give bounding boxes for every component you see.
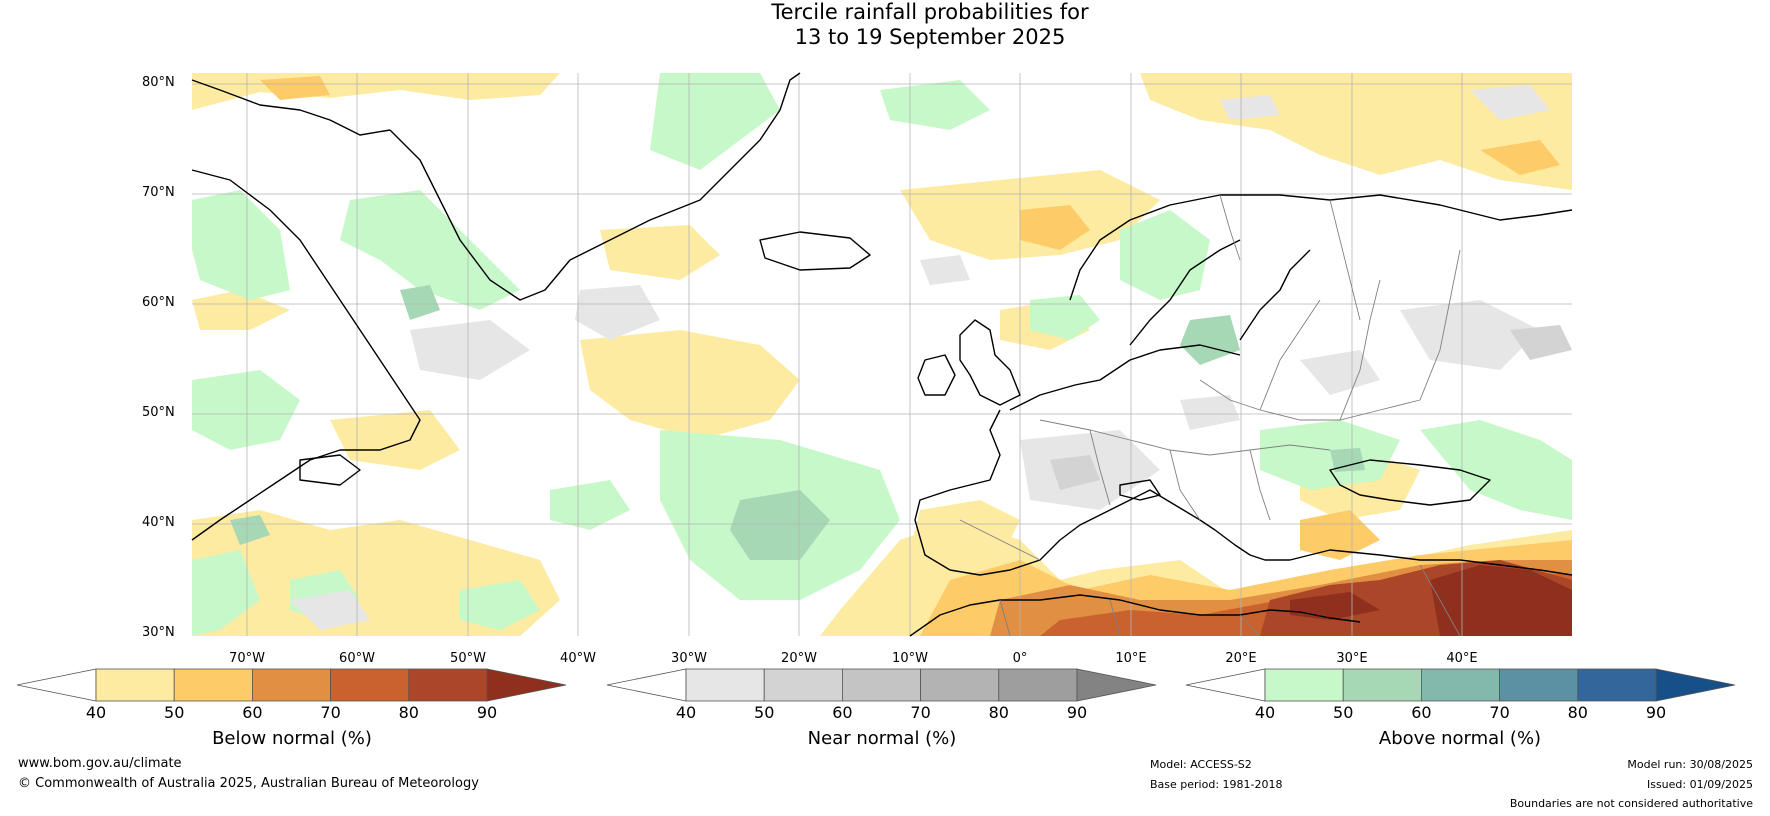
lat-label-50n: 50°N	[142, 405, 175, 420]
colorbar-tick-label: 40	[85, 703, 107, 722]
colorbar-under-triangle	[16, 668, 97, 702]
lon-label-30e: 30°E	[1336, 651, 1368, 666]
colorbar-tick-label: 90	[476, 703, 498, 722]
colorbar-swatch	[95, 668, 175, 702]
footer-model-run: Model run: 30/08/2025	[1627, 758, 1753, 771]
colorbar-swatch	[1421, 668, 1501, 702]
colorbar-tick-label: 50	[1333, 703, 1354, 722]
colorbar-tick-label: 90	[1066, 703, 1088, 722]
colorbar-swatch	[330, 668, 410, 702]
colorbar-tick-label: 60	[1411, 703, 1432, 722]
lon-label-10w: 10°W	[892, 651, 928, 666]
colorbar-tick-label: 80	[988, 703, 1009, 722]
colorbar-swatch	[920, 668, 1000, 702]
colorbar-over-triangle	[1076, 668, 1157, 702]
colorbar-under-triangle	[1185, 668, 1266, 702]
colorbar-tick-label: 50	[754, 703, 775, 722]
footer-copyright: © Commonwealth of Australia 2025, Austra…	[18, 776, 479, 791]
colorbar-tick-label: 50	[164, 703, 185, 722]
lon-label-60w: 60°W	[339, 651, 375, 666]
title-line-2: 13 to 19 September 2025	[794, 25, 1066, 49]
footer-issued: Issued: 01/09/2025	[1646, 778, 1753, 791]
colorbar-tick-label: 80	[1567, 703, 1588, 722]
colorbar-swatch	[408, 668, 488, 702]
footer-model: Model: ACCESS-S2	[1150, 758, 1252, 771]
colorbar-tick-label: 80	[398, 703, 419, 722]
colorbar-swatch	[1577, 668, 1657, 702]
colorbar-over-triangle	[486, 668, 567, 702]
colorbar-tick-label: 60	[832, 703, 853, 722]
colorbar-below-title: Below normal (%)	[212, 728, 372, 749]
colorbar-above-title: Above normal (%)	[1378, 728, 1542, 749]
colorbar-swatch	[998, 668, 1078, 702]
lat-label-40n: 40°N	[142, 515, 175, 530]
lon-label-10e: 10°E	[1115, 651, 1147, 666]
colorbar-swatch	[1342, 668, 1422, 702]
colorbar-tick-label: 70	[910, 703, 931, 722]
lat-label-70n: 70°N	[142, 185, 175, 200]
colorbar-tick-label: 90	[1645, 703, 1667, 722]
colorbar-swatch	[842, 668, 922, 702]
colorbar-swatch	[763, 668, 843, 702]
colorbar-below-normal	[16, 668, 567, 702]
colorbar-near-title: Near normal (%)	[807, 728, 957, 749]
lon-label-50w: 50°W	[450, 651, 486, 666]
lon-label-20e: 20°E	[1225, 651, 1257, 666]
lon-label-70w: 70°W	[229, 651, 265, 666]
colorbar-swatch	[173, 668, 253, 702]
colorbar-above-normal	[1185, 668, 1736, 702]
colorbar-tick-label: 40	[675, 703, 697, 722]
footer-boundaries: Boundaries are not considered authoritat…	[1509, 797, 1753, 810]
lon-label-40e: 40°E	[1446, 651, 1478, 666]
footer-website: www.bom.gov.au/climate	[18, 756, 182, 771]
title-line-1: Tercile rainfall probabilities for	[771, 0, 1089, 24]
colorbar-swatch	[1264, 668, 1344, 702]
colorbar-swatch	[251, 668, 331, 702]
colorbar-under-triangle	[606, 668, 687, 702]
colorbar-tick-label: 40	[1254, 703, 1276, 722]
lat-label-80n: 80°N	[142, 75, 175, 90]
lat-label-30n: 30°N	[142, 625, 175, 640]
colorbar-swatch	[685, 668, 765, 702]
coastlines	[191, 72, 1573, 637]
map-title: Tercile rainfall probabilities for 13 to…	[0, 0, 1770, 50]
colorbar-tick-label: 60	[242, 703, 263, 722]
colorbar-swatch	[1499, 668, 1579, 702]
lat-label-60n: 60°N	[142, 295, 175, 310]
colorbar-tick-label: 70	[320, 703, 341, 722]
lon-label-30w: 30°W	[671, 651, 707, 666]
lon-label-20w: 20°W	[781, 651, 817, 666]
lon-label-40w: 40°W	[560, 651, 596, 666]
footer-base-period: Base period: 1981-2018	[1150, 778, 1283, 791]
colorbar-over-triangle	[1655, 668, 1736, 702]
country-boundaries	[959, 194, 1461, 637]
lon-label-0: 0°	[1012, 651, 1028, 666]
colorbar-tick-label: 70	[1489, 703, 1510, 722]
colorbar-near-normal	[606, 668, 1157, 702]
